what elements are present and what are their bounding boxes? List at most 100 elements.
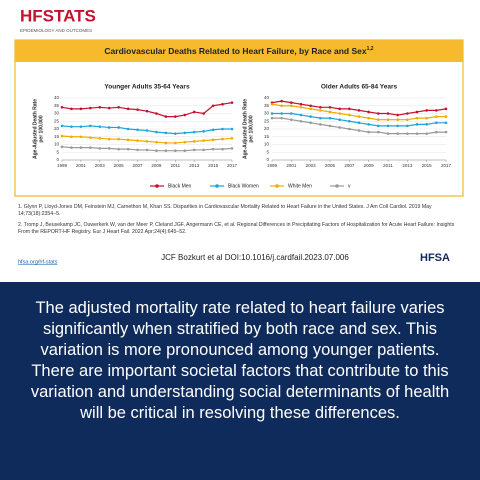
x-tick-label: 1999 xyxy=(57,163,68,168)
logo-sub: EPIDEMIOLOGY AND OUTCOMES xyxy=(20,28,92,33)
y-tick-label: 40 xyxy=(54,95,60,100)
x-tick-label: 2003 xyxy=(95,163,106,168)
data-point xyxy=(406,112,409,115)
data-point xyxy=(270,116,274,120)
data-point xyxy=(328,110,332,114)
data-point xyxy=(415,116,419,120)
data-point xyxy=(126,107,130,111)
footnote: 1. Glynn P, Lloyd-Jones DM, Feinstein MJ… xyxy=(18,204,432,218)
data-point xyxy=(367,123,370,126)
data-point xyxy=(98,137,102,140)
legend-label: Black Men xyxy=(168,183,192,189)
data-point xyxy=(155,130,158,134)
data-point xyxy=(164,115,168,118)
y-tick-label: 40 xyxy=(264,95,270,100)
data-point xyxy=(435,115,438,118)
data-point xyxy=(183,149,187,152)
x-tick-label: 1999 xyxy=(267,163,278,168)
message: The adjusted mortality rate related to h… xyxy=(0,282,480,480)
data-point xyxy=(192,148,196,152)
data-point xyxy=(357,109,361,112)
data-point xyxy=(377,130,380,134)
data-point xyxy=(367,130,370,134)
x-tick-label: 2005 xyxy=(325,163,336,168)
data-point xyxy=(386,112,390,115)
x-tick-label: 2001 xyxy=(76,163,87,168)
x-tick-label: 2017 xyxy=(441,163,452,168)
data-point xyxy=(107,147,111,150)
data-point xyxy=(280,104,283,108)
y-tick-label: 0 xyxy=(266,157,269,162)
data-point xyxy=(117,126,120,129)
data-point xyxy=(211,147,215,151)
data-point xyxy=(377,118,380,121)
data-point xyxy=(425,123,428,126)
data-point xyxy=(202,139,205,142)
x-tick-label: 2009 xyxy=(151,163,162,168)
data-point xyxy=(367,110,370,114)
data-point xyxy=(270,102,274,106)
data-point xyxy=(415,110,419,114)
data-point xyxy=(155,140,158,144)
data-point xyxy=(319,123,322,126)
data-point xyxy=(290,101,293,104)
data-point xyxy=(211,104,215,108)
data-point xyxy=(357,115,361,118)
data-point xyxy=(444,121,448,125)
data-point xyxy=(348,127,351,131)
x-tick-label: 2007 xyxy=(344,163,355,168)
x-tick-label: 2013 xyxy=(189,163,200,168)
x-tick-label: 2015 xyxy=(208,163,219,168)
data-point xyxy=(377,124,380,128)
data-point xyxy=(425,109,428,112)
data-point xyxy=(290,104,293,108)
y-tick-label: 5 xyxy=(56,149,59,154)
data-point xyxy=(60,145,64,149)
legend-label: v xyxy=(348,183,351,189)
data-point xyxy=(202,148,205,152)
data-point xyxy=(221,102,224,106)
data-point xyxy=(70,107,73,111)
y-tick-label: 30 xyxy=(264,111,270,116)
data-point xyxy=(89,146,92,149)
x-tick-label: 2003 xyxy=(306,163,317,168)
data-point xyxy=(202,112,205,115)
x-tick-label: 2017 xyxy=(227,163,238,168)
data-point xyxy=(221,127,224,131)
data-point xyxy=(406,132,409,135)
data-point xyxy=(435,109,438,112)
data-point xyxy=(145,140,149,143)
data-point xyxy=(415,132,419,135)
data-point xyxy=(406,124,409,128)
data-point xyxy=(60,124,64,128)
data-point xyxy=(396,132,399,135)
data-point xyxy=(348,107,351,111)
y-tick-label: 20 xyxy=(264,126,270,131)
link[interactable]: hfsa.org/hf-stats xyxy=(18,259,58,265)
data-point xyxy=(319,106,322,109)
data-point xyxy=(70,135,73,139)
data-point xyxy=(117,137,120,141)
data-point xyxy=(164,149,168,152)
y-tick-label: 35 xyxy=(54,103,60,108)
data-point xyxy=(221,147,224,151)
data-point xyxy=(299,113,303,117)
data-point xyxy=(357,121,361,125)
x-tick-label: 2013 xyxy=(402,163,413,168)
data-point xyxy=(328,106,332,109)
x-tick-label: 2015 xyxy=(422,163,433,168)
data-point xyxy=(117,106,120,109)
data-point xyxy=(299,106,303,109)
data-point xyxy=(290,112,293,115)
data-point xyxy=(230,137,234,140)
data-point xyxy=(192,110,196,114)
data-point xyxy=(211,128,215,132)
data-point xyxy=(221,137,224,141)
data-point xyxy=(386,124,390,128)
data-point xyxy=(107,126,111,129)
legend-marker xyxy=(275,184,279,188)
x-tick-label: 2001 xyxy=(286,163,297,168)
data-point xyxy=(107,137,111,141)
data-point xyxy=(155,112,158,115)
